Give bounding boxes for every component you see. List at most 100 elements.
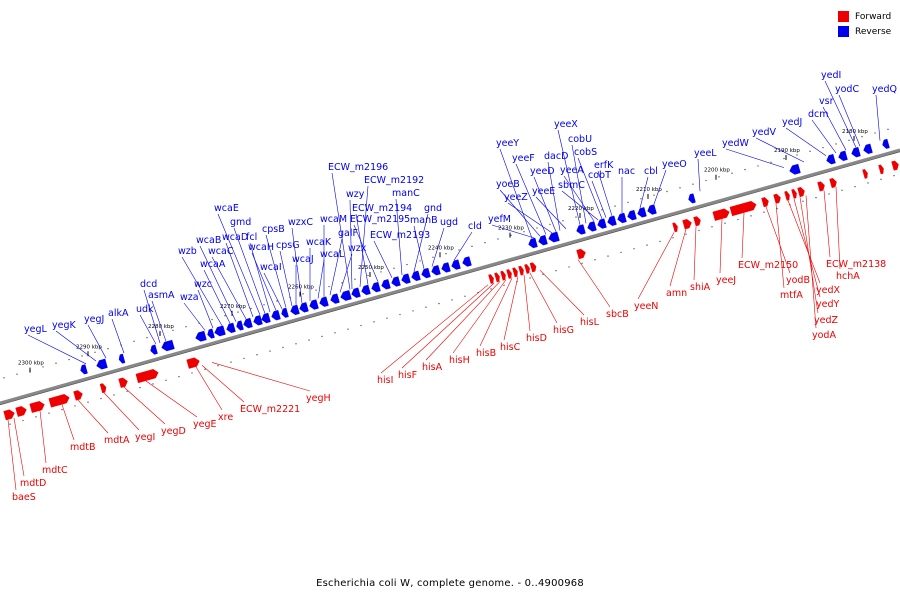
track-dot: [126, 390, 128, 392]
gene-label-yegE: yegE: [193, 419, 217, 430]
scale-tick-label: 2270 kbp: [220, 304, 246, 310]
track-dot: [763, 211, 765, 213]
reverse-gene-arrow-shape: [261, 312, 271, 324]
reverse-gene-arrow-shape: [207, 328, 215, 339]
leader-line: [7, 419, 17, 491]
gene-label-yeeF: yeeF: [512, 153, 535, 164]
gene-label-mdtB: mdtB: [70, 442, 96, 453]
forward-gene-arrow: [186, 357, 200, 369]
track-dot: [334, 332, 336, 334]
reverse-gene-arrow: [637, 207, 647, 218]
gene-label-yefM: yefM: [488, 214, 511, 225]
gene-label-mdtD: mdtD: [20, 478, 46, 489]
track-dot: [35, 416, 37, 418]
gene-label-manC: manC: [392, 188, 420, 199]
reverse-gene-arrow-shape: [281, 307, 289, 318]
reverse-gene-arrow: [290, 304, 300, 316]
reverse-gene-arrow: [411, 270, 421, 282]
reverse-gene-arrow-shape: [462, 256, 472, 267]
leader-line: [331, 172, 351, 290]
leader-line: [425, 281, 501, 361]
track-dot: [562, 220, 564, 222]
reverse-gene-arrow-shape: [195, 330, 207, 342]
leader-line: [87, 324, 107, 359]
forward-gene-arrow: [878, 164, 884, 175]
forward-gene-arrow-shape: [729, 200, 757, 217]
reverse-gene-arrow-shape: [96, 358, 108, 370]
reverse-gene-arrow: [838, 150, 848, 161]
leader-line: [697, 158, 701, 192]
track-dot: [3, 377, 5, 379]
track-dot: [204, 368, 206, 371]
track-dot: [464, 295, 466, 297]
gene-label-amn: amn: [666, 288, 687, 299]
leader-line: [755, 137, 805, 163]
forward-gene-arrow: [693, 216, 701, 227]
gene-label-ECW_m2192: ECW_m2192: [364, 175, 424, 186]
gene-label-ECW_m2196: ECW_m2196: [328, 162, 388, 173]
track-dot: [614, 205, 616, 207]
forward-gene-arrow: [135, 369, 159, 384]
forward-gene-arrow: [524, 264, 530, 274]
track-dot: [802, 200, 804, 202]
leader-line: [279, 250, 293, 306]
leader-line: [479, 277, 513, 347]
reverse-gene-arrow: [587, 221, 597, 232]
scale-tick-label: 2240 kbp: [428, 245, 454, 251]
gene-label-wcaD: wcaD: [222, 232, 248, 243]
reverse-gene-arrow-shape: [688, 193, 696, 204]
reverse-gene-arrow-shape: [587, 221, 597, 232]
gene-label-baeS: baeS: [12, 492, 36, 503]
track-dot: [107, 347, 109, 350]
reverse-gene-arrow-shape: [226, 322, 236, 334]
forward-gene-arrow-shape: [682, 219, 692, 230]
leader-line: [181, 256, 223, 326]
reverse-gene-arrow: [617, 212, 627, 224]
track-dot: [581, 262, 583, 265]
leader-line: [263, 272, 283, 309]
leader-line: [507, 202, 553, 234]
gene-label-hisD: hisD: [526, 333, 547, 344]
leader-line: [211, 362, 311, 392]
forward-gene-arrow-shape: [797, 187, 805, 198]
reverse-gene-arrow-shape: [441, 262, 451, 273]
track-dot: [679, 187, 681, 189]
reverse-gene-arrow-shape: [401, 273, 411, 284]
reverse-gene-arrow: [538, 234, 548, 246]
track-dot: [893, 174, 895, 177]
leader-line: [249, 242, 271, 313]
track-dot: [373, 321, 375, 323]
gene-label-fcl: fcl: [246, 232, 257, 243]
forward-gene-arrow-shape: [891, 160, 899, 171]
leader-line: [39, 410, 47, 464]
track-dot: [451, 299, 453, 301]
gene-label-sbcB: sbcB: [606, 309, 629, 320]
reverse-gene-arrow: [261, 312, 271, 324]
track-dot: [744, 168, 746, 171]
track-dot: [146, 336, 148, 339]
forward-gene-arrow-shape: [73, 390, 83, 401]
reverse-gene-arrow: [431, 265, 441, 276]
leader-line: [875, 94, 881, 141]
track-dot: [412, 310, 414, 312]
reverse-gene-arrow: [401, 273, 411, 284]
reverse-gene-arrow: [597, 218, 607, 229]
track-dot: [386, 317, 388, 319]
gene-label-hisH: hisH: [449, 355, 470, 366]
forward-gene-arrow: [791, 189, 797, 199]
gene-label-yeeD: yeeD: [530, 166, 555, 177]
reverse-gene-arrow: [118, 353, 126, 364]
forward-gene-arrow-shape: [29, 401, 45, 413]
forward-gene-arrow-shape: [3, 409, 15, 421]
forward-gene-arrow-shape: [784, 190, 790, 201]
forward-gene-arrow: [494, 272, 500, 283]
track-dot: [718, 176, 720, 178]
reverse-gene-arrow-shape: [597, 218, 607, 229]
reverse-gene-arrow-shape: [391, 276, 401, 287]
leader-line: [103, 392, 140, 431]
leader-line: [597, 170, 613, 217]
gene-label-yoeB: yoeB: [496, 179, 520, 190]
reverse-gene-arrow-shape: [576, 224, 586, 235]
leader-line: [265, 234, 287, 308]
gene-label-hisB: hisB: [476, 348, 496, 359]
